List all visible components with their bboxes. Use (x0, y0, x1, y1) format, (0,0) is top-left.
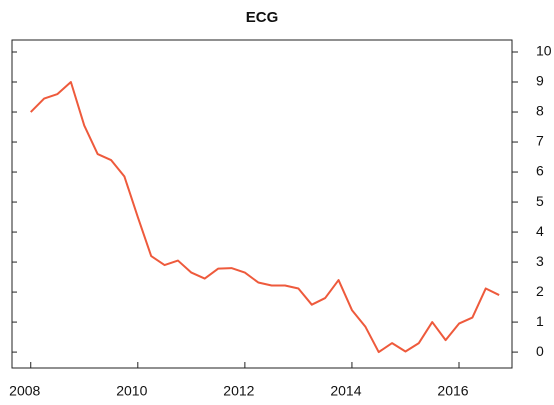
y-tick-label: 4 (536, 223, 544, 239)
y-tick-label: 10 (536, 43, 552, 59)
y-tick-label: 8 (536, 103, 544, 119)
x-tick-label: 2008 (9, 383, 40, 399)
chart-title: ECG (246, 9, 279, 26)
y-tick-label: 6 (536, 163, 544, 179)
x-tick-label: 2014 (330, 383, 361, 399)
x-tick-label: 2010 (116, 383, 147, 399)
y-tick-label: 9 (536, 73, 544, 89)
line-series (30, 81, 500, 354)
y-tick-label: 1 (536, 313, 544, 329)
x-tick-label: 2016 (437, 383, 468, 399)
y-tick-label: 7 (536, 133, 544, 149)
y-tick-label: 3 (536, 253, 544, 269)
y-tick-label: 0 (536, 343, 544, 359)
x-tick-label: 2012 (223, 383, 254, 399)
y-tick-label: 5 (536, 193, 544, 209)
y-tick-label: 2 (536, 283, 544, 299)
plot-frame (11, 39, 513, 369)
